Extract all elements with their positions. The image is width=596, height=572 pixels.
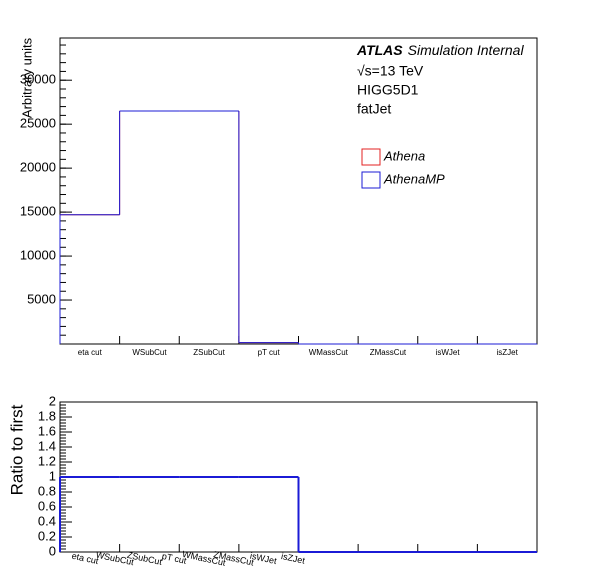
x-tick-label: isWJet	[436, 348, 461, 357]
x-tick-label: ZMassCut	[370, 348, 407, 357]
legend-label: AthenaMP	[383, 171, 445, 186]
y-axis-title: Arbitrary units	[19, 37, 34, 118]
y-tick-label: 0.2	[38, 528, 56, 543]
y-tick-label: 1.6	[38, 423, 56, 438]
y-tick-label: 0	[49, 543, 56, 558]
y-tick-label: 0.4	[38, 513, 56, 528]
legend-swatch	[361, 148, 381, 166]
y-tick-label: 1.2	[38, 453, 56, 468]
x-tick-label: isZJet	[280, 551, 306, 566]
y-tick-label: 1.8	[38, 408, 56, 423]
annotation-atlas: ATLAS	[356, 42, 403, 58]
annotation: ATLAS Simulation Internal	[356, 42, 524, 58]
y-tick-label: 0.6	[38, 498, 56, 513]
legend-label: Athena	[383, 148, 425, 163]
annotation: fatJet	[357, 101, 391, 117]
y-tick-label: 25000	[20, 116, 56, 131]
legend-swatch	[361, 171, 381, 189]
x-tick-label: pT cut	[258, 348, 281, 357]
x-tick-label: WSubCut	[132, 348, 167, 357]
y-tick-label: 20000	[20, 160, 56, 175]
y-tick-label: 1	[49, 468, 56, 483]
x-tick-label: isZJet	[497, 348, 519, 357]
annotation-sim: Simulation Internal	[408, 42, 525, 58]
y-tick-label: 5000	[27, 291, 56, 306]
y-tick-label: 1.4	[38, 438, 56, 453]
y-tick-label: 15000	[20, 204, 56, 219]
annotation: √s=13 TeV	[357, 63, 424, 79]
x-tick-label: ZSubCut	[193, 348, 225, 357]
x-tick-label: eta cut	[78, 348, 103, 357]
y-tick-label: 2	[49, 393, 56, 408]
y-tick-label: 10000	[20, 248, 56, 263]
y-tick-label: 30000	[20, 72, 56, 87]
y-axis-title: Ratio to first	[7, 404, 26, 495]
x-tick-label: WMassCut	[309, 348, 349, 357]
annotation: HIGG5D1	[357, 82, 419, 98]
y-tick-label: 0.8	[38, 483, 56, 498]
